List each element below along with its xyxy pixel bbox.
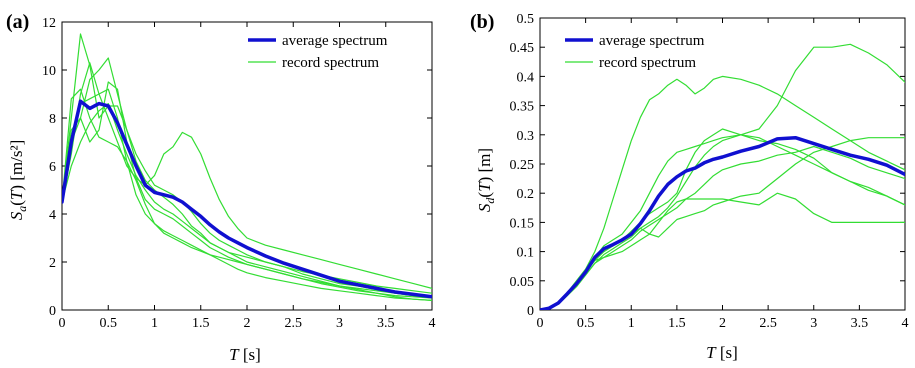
y-tick-label: 12 bbox=[42, 16, 56, 31]
x-tick-label: 0 bbox=[537, 316, 544, 331]
x-tick-label: 4 bbox=[902, 316, 909, 331]
y-tick-label: 0 bbox=[49, 304, 56, 319]
x-tick-label: 4 bbox=[429, 316, 436, 331]
legend: average spectrum record spectrum bbox=[565, 33, 705, 71]
record-spectrum-line-2 bbox=[62, 62, 432, 289]
y-tick-label: 0.05 bbox=[510, 275, 535, 290]
x-tick-label: 0.5 bbox=[100, 316, 118, 331]
x-tick-label: 3 bbox=[810, 316, 817, 331]
record-spectrum-line-3 bbox=[540, 43, 905, 310]
y-tick-label: 0.45 bbox=[510, 41, 535, 56]
panel-label: (b) bbox=[470, 11, 494, 33]
legend: average spectrum record spectrum bbox=[248, 33, 388, 71]
record-spectrum-line-7 bbox=[62, 103, 432, 294]
x-tick-label: 1 bbox=[151, 316, 158, 331]
legend-record-label: record spectrum bbox=[282, 55, 379, 71]
x-axis-title: T [s] bbox=[706, 343, 738, 362]
y-axis-title: Sa(T) [m/s²] bbox=[7, 140, 29, 221]
y-tick-label: 0.2 bbox=[517, 187, 535, 202]
average-spectrum-line bbox=[540, 135, 905, 310]
y-tick-label: 8 bbox=[49, 112, 56, 127]
y-tick-label: 0.5 bbox=[517, 12, 535, 27]
x-tick-label: 0.5 bbox=[577, 316, 595, 331]
y-tick-label: 0.25 bbox=[510, 158, 535, 173]
record-spectrum-line-6 bbox=[62, 88, 432, 301]
x-tick-label: 0 bbox=[59, 316, 66, 331]
y-tick-label: 0.35 bbox=[510, 100, 535, 115]
record-spectrum-line-3 bbox=[62, 57, 432, 299]
panel-b: 0 0.5 1 1.5 2 2.5 3 3.5 4 0 0.05 0.1 0.15 0.2 0.25 0.3 0… bbox=[470, 11, 909, 362]
x-tick-label: 1.5 bbox=[668, 316, 686, 331]
record-spectrum-line-7 bbox=[540, 145, 905, 310]
y-tick-label: 0.15 bbox=[510, 216, 535, 231]
x-tick-label: 1 bbox=[628, 316, 635, 331]
x-tick-label: 2 bbox=[719, 316, 726, 331]
y-axis-title: Sd(T) [m] bbox=[475, 148, 497, 212]
record-spectrum-line-4 bbox=[62, 81, 432, 299]
y-tick-label: 10 bbox=[42, 64, 56, 79]
x-axis-title: T [s] bbox=[229, 345, 261, 364]
legend-average-label: average spectrum bbox=[599, 33, 705, 49]
x-tick-label: 3.5 bbox=[851, 316, 869, 331]
y-tick-label: 0 bbox=[527, 304, 534, 319]
record-spectrum-line-1 bbox=[540, 75, 905, 310]
average-spectrum-line bbox=[62, 99, 432, 299]
record-spectrum-line-5 bbox=[62, 88, 432, 301]
x-tick-label: 3.5 bbox=[377, 316, 395, 331]
y-tick-label: 4 bbox=[49, 208, 56, 223]
plot-frame bbox=[539, 17, 906, 311]
y-tick-label: 0.3 bbox=[517, 129, 535, 144]
legend-average-label: average spectrum bbox=[282, 33, 388, 49]
y-tick-label: 2 bbox=[49, 256, 56, 271]
legend-record-label: record spectrum bbox=[599, 55, 696, 71]
panel-a: 0 0.5 1 1.5 2 2.5 3 3.5 4 0 2 4 6 8 10 12 average spectr… bbox=[6, 11, 436, 364]
y-tick-label: 6 bbox=[49, 160, 56, 175]
x-tick-label: 3 bbox=[336, 316, 343, 331]
y-tick-label: 0.1 bbox=[517, 246, 535, 261]
panel-label: (a) bbox=[6, 11, 29, 33]
x-tick-label: 2.5 bbox=[759, 316, 777, 331]
x-tick-label: 1.5 bbox=[192, 316, 210, 331]
record-spectrum-line-4 bbox=[540, 137, 905, 310]
record-spectrum-line-1 bbox=[62, 33, 432, 299]
x-tick-label: 2.5 bbox=[285, 316, 303, 331]
x-tick-label: 2 bbox=[244, 316, 251, 331]
y-tick-label: 0.4 bbox=[517, 70, 535, 85]
